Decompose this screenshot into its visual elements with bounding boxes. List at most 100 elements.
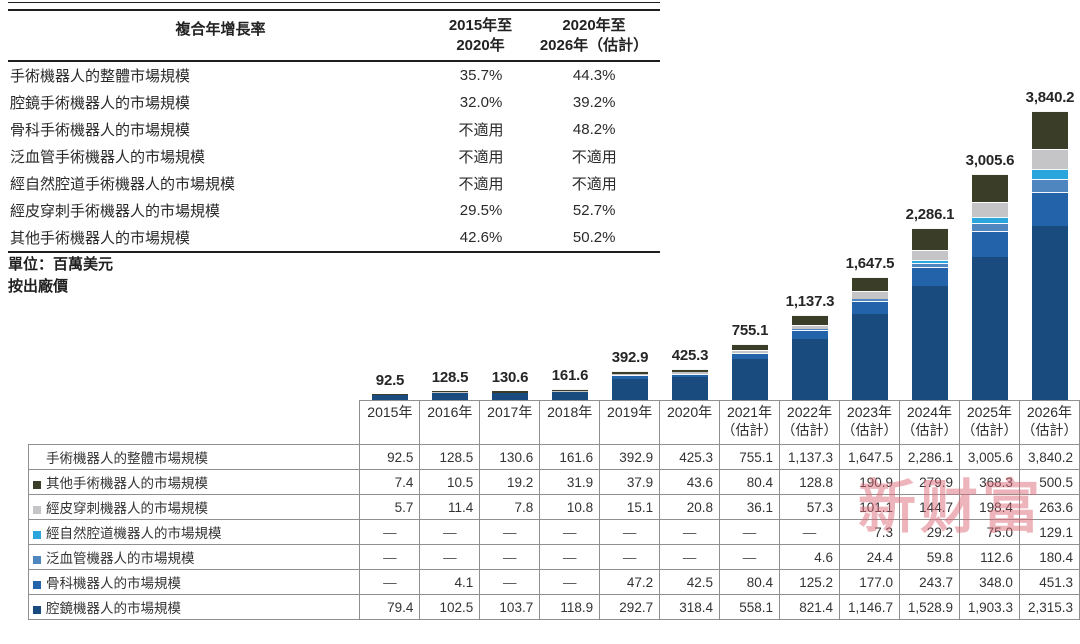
value-cell: 24.4 — [839, 544, 900, 570]
bar-segment — [432, 393, 468, 401]
value-cell: 243.7 — [898, 569, 960, 595]
year-label: 2026年 — [1026, 404, 1073, 420]
bar-segment — [552, 391, 588, 393]
year-header-cell: 2018年 — [539, 400, 601, 445]
cagr-value-2020-2026: 44.3% — [572, 67, 616, 84]
year-header-cell: 2023年 （估計） — [839, 400, 900, 445]
row-label-cell: 手術機器人的整體市場規模 — [27, 444, 361, 470]
value-cell: 1,647.5 — [839, 444, 900, 470]
value-cell: 57.3 — [779, 494, 840, 520]
bar-segment — [852, 301, 888, 315]
bar-segment — [852, 299, 888, 302]
stacked-bar — [1032, 111, 1068, 401]
value-cell: 500.5 — [1018, 469, 1080, 495]
bar-segment — [672, 372, 708, 374]
row-label-cell: 經自然腔道機器人的市場規模 — [27, 519, 361, 545]
cagr-table-row: 骨科手術機器人的市場規模 不適用 48.2% — [8, 116, 660, 143]
value-cell: 558.1 — [719, 594, 781, 620]
year-header-cell: 2025年 （估計） — [958, 400, 1020, 445]
bar-group: 130.6 — [480, 80, 540, 401]
cagr-table: 複合年增長率 2015年至 2020年 2020年至 2026年（估計） 手術機… — [8, 2, 660, 253]
value-cell: 80.4 — [719, 469, 781, 495]
cagr-table-header: 複合年增長率 2015年至 2020年 2020年至 2026年（估計） — [8, 11, 660, 62]
bar-segment — [852, 314, 888, 401]
year-estimate-label: （估計） — [901, 422, 958, 438]
value-cell: 11.4 — [419, 494, 481, 520]
cagr-row-label: 經自然腔道手術機器人的市場規模 — [10, 176, 236, 193]
bar-segment — [1032, 178, 1068, 193]
cagr-row-label: 經皮穿刺手術機器人的市場規模 — [10, 203, 221, 220]
bar-segment — [552, 388, 588, 392]
bar-segment — [972, 201, 1008, 217]
bar-segment — [672, 368, 708, 373]
value-cell: 177.0 — [839, 569, 900, 595]
stacked-bar — [852, 276, 888, 401]
cagr-table-body: 手術機器人的整體市場規模 35.7% 44.3% 腔鏡手術機器人的市場規模 32.0% 3… — [8, 62, 660, 251]
value-cell: 2,286.1 — [898, 444, 960, 470]
bar-total-label: 130.6 — [491, 369, 529, 387]
year-header-cell: 2026年 （估計） — [1018, 400, 1080, 445]
bar-group: 92.5 — [360, 80, 420, 401]
value-cell: — — [539, 569, 601, 595]
bar-group: 2,286.1 — [900, 80, 960, 401]
cagr-col2-line1: 2020年至 — [562, 17, 626, 34]
row-label: 腔鏡機器人的市場規模 — [46, 601, 181, 616]
row-label-cell: 經皮穿刺機器人的市場規模 — [27, 494, 361, 520]
cagr-title: 複合年增長率 — [175, 21, 266, 38]
bar-segment — [912, 267, 948, 286]
table-row: 其他手術機器人的市場規模 7.4 10.5 19.2 31.9 37.9 43.6 80.4 1… — [27, 469, 1080, 495]
bar-group: 3,005.6 — [960, 80, 1020, 401]
value-cell: 10.8 — [539, 494, 601, 520]
value-cell: 1,146.7 — [839, 594, 900, 620]
legend-marker-icon — [33, 506, 41, 514]
year-label: 2016年 — [427, 404, 473, 420]
cagr-row-label: 手術機器人的整體市場規模 — [10, 68, 191, 85]
bar-total-label: 92.5 — [375, 372, 405, 390]
value-cell: 348.0 — [958, 569, 1020, 595]
bar-segment — [792, 324, 828, 330]
row-label-cell: 泛血管機器人的市場規模 — [27, 544, 361, 570]
value-cell: 425.3 — [659, 444, 721, 470]
cagr-table-row: 其他手術機器人的市場規模 42.6% 50.2% — [8, 224, 660, 251]
year-estimate-label: （估計） — [961, 422, 1018, 438]
value-cell: — — [479, 544, 541, 570]
value-cell: 43.6 — [659, 469, 721, 495]
bar-segment — [912, 285, 948, 401]
value-cell: 19.2 — [479, 469, 541, 495]
value-cell: 7.4 — [359, 469, 421, 495]
value-cell: 3,840.2 — [1018, 444, 1080, 470]
bar-total-label: 2,286.1 — [905, 206, 955, 224]
bar-segment — [732, 344, 768, 351]
value-cell: 368.3 — [958, 469, 1020, 495]
bar-segment — [1032, 226, 1068, 401]
bar-total-label: 1,647.5 — [845, 254, 895, 272]
value-cell: 79.4 — [359, 594, 421, 620]
year-header-cell: 2021年 （估計） — [719, 400, 781, 445]
year-label: 2022年 — [786, 404, 833, 420]
bar-segment — [912, 228, 948, 250]
cagr-value-2015-2020: 35.7% — [459, 67, 503, 84]
value-cell: 263.6 — [1018, 494, 1080, 520]
value-cell: — — [359, 544, 421, 570]
value-cell: 161.6 — [539, 444, 601, 470]
value-cell: — — [419, 519, 481, 545]
legend-marker-icon — [33, 606, 41, 614]
value-cell: 144.7 — [898, 494, 960, 520]
stacked-bar — [672, 368, 708, 401]
stacked-bar-chart: 92.5 128.5 130.6 161.6 392.9 425.3 755.1 1,137.… — [360, 80, 1080, 401]
year-header-row: 2015年 2016年 2017年 2018年 2019年 2020年 2021年 （估計） 2… — [29, 400, 1080, 445]
value-cell: 1,528.9 — [898, 594, 960, 620]
bar-segment — [852, 298, 888, 300]
bar-group: 1,647.5 — [840, 80, 900, 401]
year-header-cell: 2024年 （估計） — [898, 400, 960, 445]
unit-note-line2: 按出廠價 — [8, 278, 69, 295]
value-cell: 292.7 — [599, 594, 661, 620]
cagr-row-label: 泛血管手術機器人的市場規模 — [10, 149, 206, 166]
value-cell: 102.5 — [419, 594, 481, 620]
year-estimate-label: （估計） — [721, 422, 778, 438]
bar-total-label: 128.5 — [431, 369, 469, 387]
value-cell: — — [599, 544, 661, 570]
cagr-col-2015-2020: 2015年至 2020年 — [433, 16, 528, 56]
cagr-col1-line2: 2020年 — [456, 37, 505, 54]
